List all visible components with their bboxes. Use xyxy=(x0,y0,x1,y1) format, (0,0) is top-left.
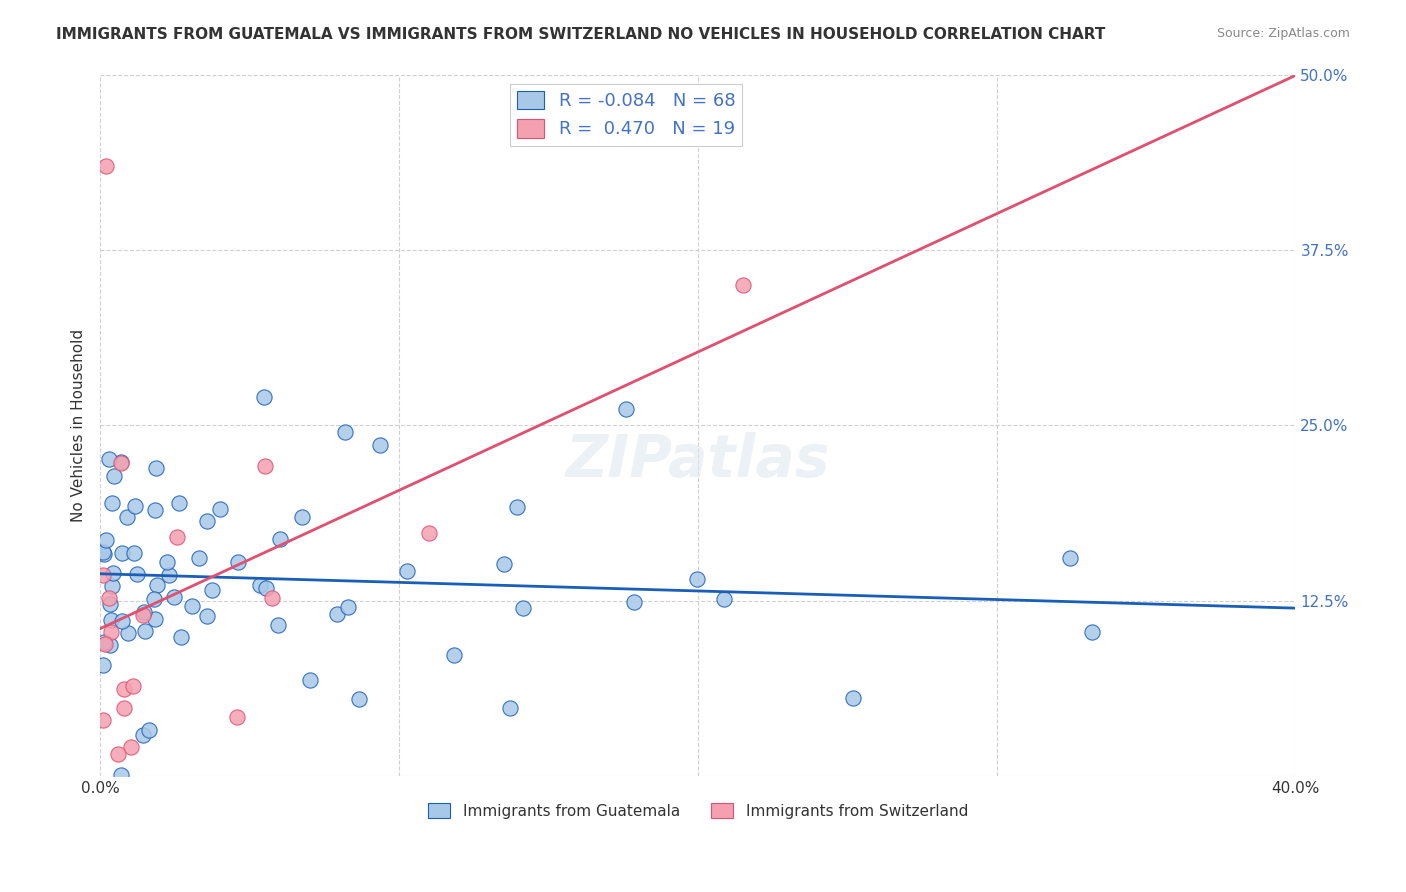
Point xyxy=(143,612,166,626)
Point xyxy=(731,278,754,293)
Point xyxy=(143,503,166,517)
Point xyxy=(157,567,180,582)
Point xyxy=(254,581,277,595)
Point xyxy=(132,607,155,622)
Point xyxy=(142,591,165,606)
Point xyxy=(181,599,204,614)
Text: Source: ZipAtlas.com: Source: ZipAtlas.com xyxy=(1216,27,1350,40)
Point xyxy=(269,533,291,547)
Point xyxy=(842,691,865,706)
Point xyxy=(110,455,132,469)
Point xyxy=(122,546,145,560)
Point xyxy=(91,713,114,727)
Point xyxy=(103,468,125,483)
Point xyxy=(614,402,637,417)
Legend: Immigrants from Guatemala, Immigrants from Switzerland: Immigrants from Guatemala, Immigrants fr… xyxy=(422,797,974,825)
Point xyxy=(170,630,193,644)
Point xyxy=(94,159,117,173)
Point xyxy=(96,533,118,548)
Point xyxy=(125,567,148,582)
Point xyxy=(110,456,132,470)
Point xyxy=(368,437,391,451)
Point xyxy=(134,624,156,639)
Point xyxy=(107,747,129,761)
Point xyxy=(512,601,534,615)
Point xyxy=(201,582,224,597)
Point xyxy=(163,590,186,604)
Point xyxy=(156,555,179,569)
Point xyxy=(267,618,290,632)
Point xyxy=(623,595,645,609)
Point xyxy=(326,607,349,621)
Point xyxy=(120,740,142,755)
Y-axis label: No Vehicles in Household: No Vehicles in Household xyxy=(72,329,86,522)
Point xyxy=(93,635,115,649)
Point xyxy=(1081,624,1104,639)
Point xyxy=(103,566,125,581)
Point xyxy=(91,568,114,582)
Text: ZIPatlas: ZIPatlas xyxy=(565,432,830,489)
Point xyxy=(145,577,167,591)
Point xyxy=(506,500,529,515)
Point xyxy=(686,572,709,586)
Point xyxy=(111,615,134,629)
Point xyxy=(226,709,249,723)
Point xyxy=(1059,551,1081,566)
Point xyxy=(713,591,735,606)
Point xyxy=(253,459,276,474)
Point xyxy=(117,510,139,524)
Point xyxy=(499,701,522,715)
Point xyxy=(98,638,121,652)
Point xyxy=(132,728,155,742)
Point xyxy=(110,768,132,782)
Point xyxy=(167,496,190,510)
Point xyxy=(333,425,356,440)
Point xyxy=(290,509,312,524)
Point xyxy=(494,557,516,571)
Point xyxy=(112,700,135,714)
Point xyxy=(249,578,271,592)
Point xyxy=(347,691,370,706)
Point xyxy=(98,597,121,611)
Point xyxy=(336,600,359,615)
Point xyxy=(112,681,135,696)
Point xyxy=(443,648,465,662)
Point xyxy=(145,460,167,475)
Point xyxy=(260,591,283,606)
Point xyxy=(124,500,146,514)
Point xyxy=(209,502,232,516)
Point xyxy=(100,613,122,627)
Point xyxy=(195,609,218,624)
Point xyxy=(91,658,114,673)
Point xyxy=(195,514,218,528)
Point xyxy=(98,452,121,467)
Point xyxy=(166,530,188,544)
Text: IMMIGRANTS FROM GUATEMALA VS IMMIGRANTS FROM SWITZERLAND NO VEHICLES IN HOUSEHOL: IMMIGRANTS FROM GUATEMALA VS IMMIGRANTS … xyxy=(56,27,1105,42)
Point xyxy=(91,545,114,559)
Point xyxy=(298,673,321,687)
Point xyxy=(122,679,145,693)
Point xyxy=(93,547,115,561)
Point xyxy=(101,496,124,510)
Point xyxy=(134,605,156,619)
Point xyxy=(226,555,249,569)
Point xyxy=(253,390,276,404)
Point xyxy=(138,723,160,737)
Point xyxy=(100,625,122,640)
Point xyxy=(117,626,139,640)
Point xyxy=(396,564,419,578)
Point xyxy=(111,546,134,560)
Point xyxy=(101,579,124,593)
Point xyxy=(187,551,209,566)
Point xyxy=(94,637,117,651)
Point xyxy=(418,526,440,541)
Point xyxy=(98,591,121,605)
